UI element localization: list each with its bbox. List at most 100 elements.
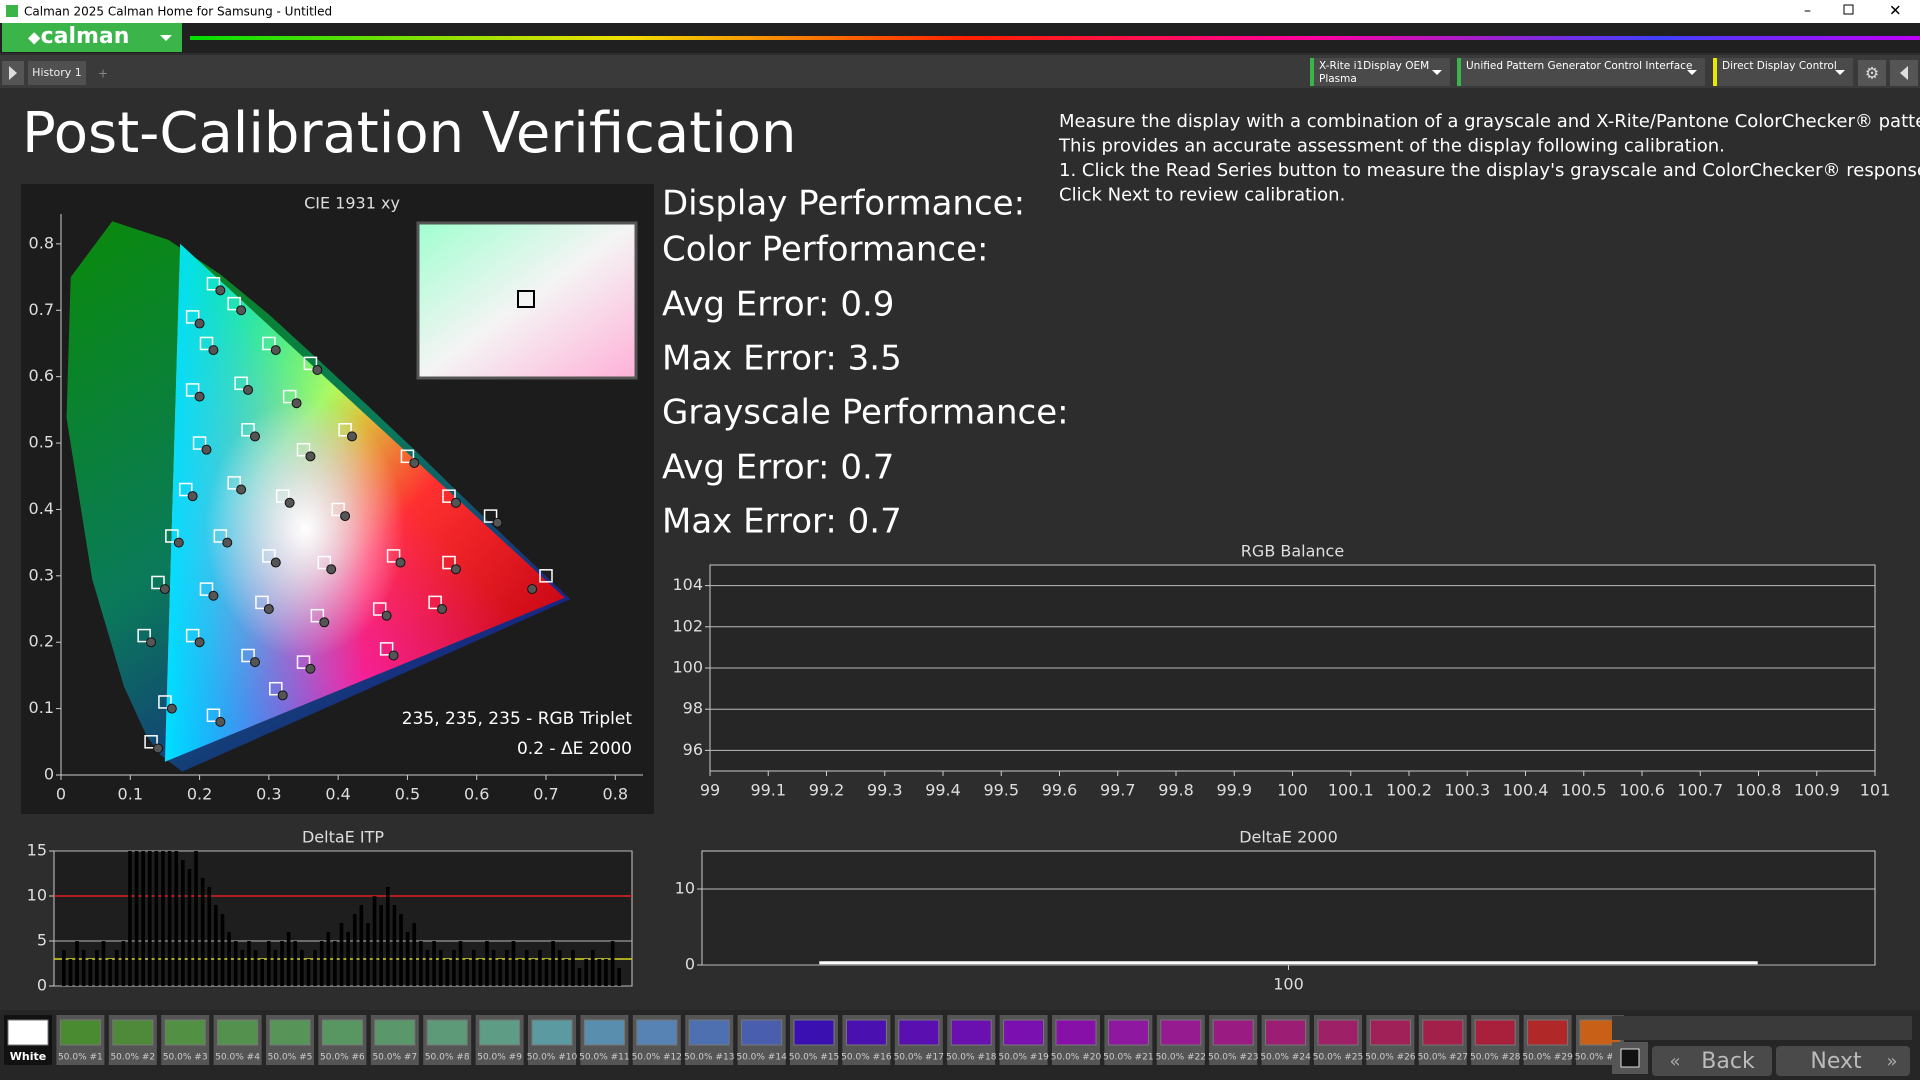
bar: [75, 941, 79, 986]
swatch-color: [1265, 1019, 1307, 1046]
target-point: [151, 575, 165, 590]
y-tick-label: 15: [27, 841, 47, 860]
bar: [200, 878, 205, 986]
target-point: [206, 708, 221, 722]
target-point: [213, 529, 228, 543]
target-point: [400, 449, 415, 464]
swatch-label: 50.0% #12: [632, 1053, 682, 1063]
performance-line: Grayscale Performance:: [662, 393, 1069, 433]
measured-point: [527, 584, 538, 595]
collapse-icon: [1900, 66, 1908, 80]
measured-point: [236, 484, 247, 495]
measured-point: [381, 610, 392, 621]
measured-point: [388, 650, 399, 661]
bar: [478, 959, 483, 986]
swatch-label: 50.0% #16: [841, 1053, 892, 1063]
swatch-label: 50.0% #13: [684, 1053, 734, 1063]
bar: [326, 932, 331, 986]
swatch-color: [269, 1019, 311, 1046]
close-button[interactable]: ✕: [1889, 2, 1902, 20]
target-point: [303, 356, 318, 371]
measured-point: [215, 285, 226, 296]
bar: [134, 851, 139, 986]
target-point: [282, 389, 297, 404]
device-selector[interactable]: [1457, 58, 1705, 86]
x-tick-label: 99.7: [1100, 781, 1136, 800]
swatch-label: 50.0% #18: [946, 1053, 997, 1063]
swatch-label: 50.0% #9: [477, 1053, 522, 1063]
target-point: [262, 336, 276, 351]
bar: [379, 905, 384, 986]
x-tick-label: 99.8: [1158, 781, 1194, 800]
bar: [551, 941, 555, 986]
bar: [610, 941, 615, 986]
history-tab[interactable]: [28, 61, 86, 85]
swatch-label: 50.0% #21: [1103, 1053, 1153, 1063]
minimize-button[interactable]: –: [1804, 3, 1811, 19]
swatch-color: [583, 1019, 625, 1046]
swatch-color: [898, 1019, 940, 1046]
bar: [438, 950, 443, 986]
bar: [187, 869, 192, 986]
swatch-label: White: [10, 1050, 46, 1063]
measured-point: [305, 663, 316, 674]
swatch-color: [479, 1019, 521, 1046]
back-button[interactable]: [1652, 1046, 1772, 1076]
x-tick-label: 100: [1273, 975, 1304, 994]
bar: [227, 932, 231, 986]
device-selector[interactable]: [1310, 58, 1450, 86]
bar: [571, 950, 575, 986]
bar: [352, 914, 357, 986]
bar: [597, 959, 602, 986]
swatch-label: 50.0% #26: [1365, 1053, 1416, 1063]
target-point: [331, 502, 345, 517]
bar: [419, 941, 423, 986]
bar: [114, 950, 119, 986]
bar: [194, 851, 198, 986]
swatch-label: 50.0% #15: [789, 1053, 839, 1063]
swatch-color: [7, 1019, 49, 1046]
swatch-label: 50.0% #2: [110, 1053, 155, 1063]
bar: [604, 959, 608, 986]
target-point: [185, 310, 200, 324]
measured-point: [326, 564, 337, 575]
y-tick-label: 98: [683, 699, 703, 718]
next-button[interactable]: [1776, 1046, 1910, 1076]
x-tick-label: 101: [1860, 781, 1891, 800]
logo-icon: ◆: [28, 28, 41, 47]
x-tick-label: 99.3: [867, 781, 903, 800]
bar: [412, 923, 417, 986]
bar: [366, 923, 370, 986]
bar: [273, 950, 278, 986]
swatch-label: 50.0% #4: [215, 1053, 260, 1063]
measured-point: [277, 690, 288, 701]
swatch-color: [1527, 1019, 1569, 1046]
swatch-color: [321, 1019, 363, 1046]
device-selector[interactable]: [1713, 58, 1853, 86]
swatch-label: 50.0% #27: [1418, 1053, 1468, 1063]
page-title: Post-Calibration Verification: [22, 101, 797, 166]
add-tab[interactable]: +: [98, 67, 108, 81]
measured-point: [270, 557, 281, 568]
settings-button[interactable]: [1858, 60, 1886, 86]
maximize-button[interactable]: [1843, 4, 1854, 15]
window-title: Calman 2025 Calman Home for Samsung - Un…: [24, 5, 332, 19]
measured-point: [305, 451, 316, 462]
bar: [147, 851, 152, 986]
bar: [233, 941, 238, 986]
y-tick-label: 104: [672, 575, 703, 594]
bar: [392, 905, 397, 986]
bar: [584, 959, 588, 986]
swatch-color: [636, 1019, 678, 1046]
logo-button[interactable]: [2, 23, 182, 52]
swatch-color: [426, 1019, 468, 1046]
device-label: Plasma: [1319, 73, 1357, 85]
bar: [445, 959, 450, 986]
target-point: [296, 442, 311, 457]
next-label: Next: [1810, 1049, 1862, 1074]
measured-point: [437, 604, 448, 615]
performance-line: Display Performance:: [662, 184, 1025, 224]
measured-point: [263, 604, 274, 615]
target-point: [372, 602, 387, 616]
